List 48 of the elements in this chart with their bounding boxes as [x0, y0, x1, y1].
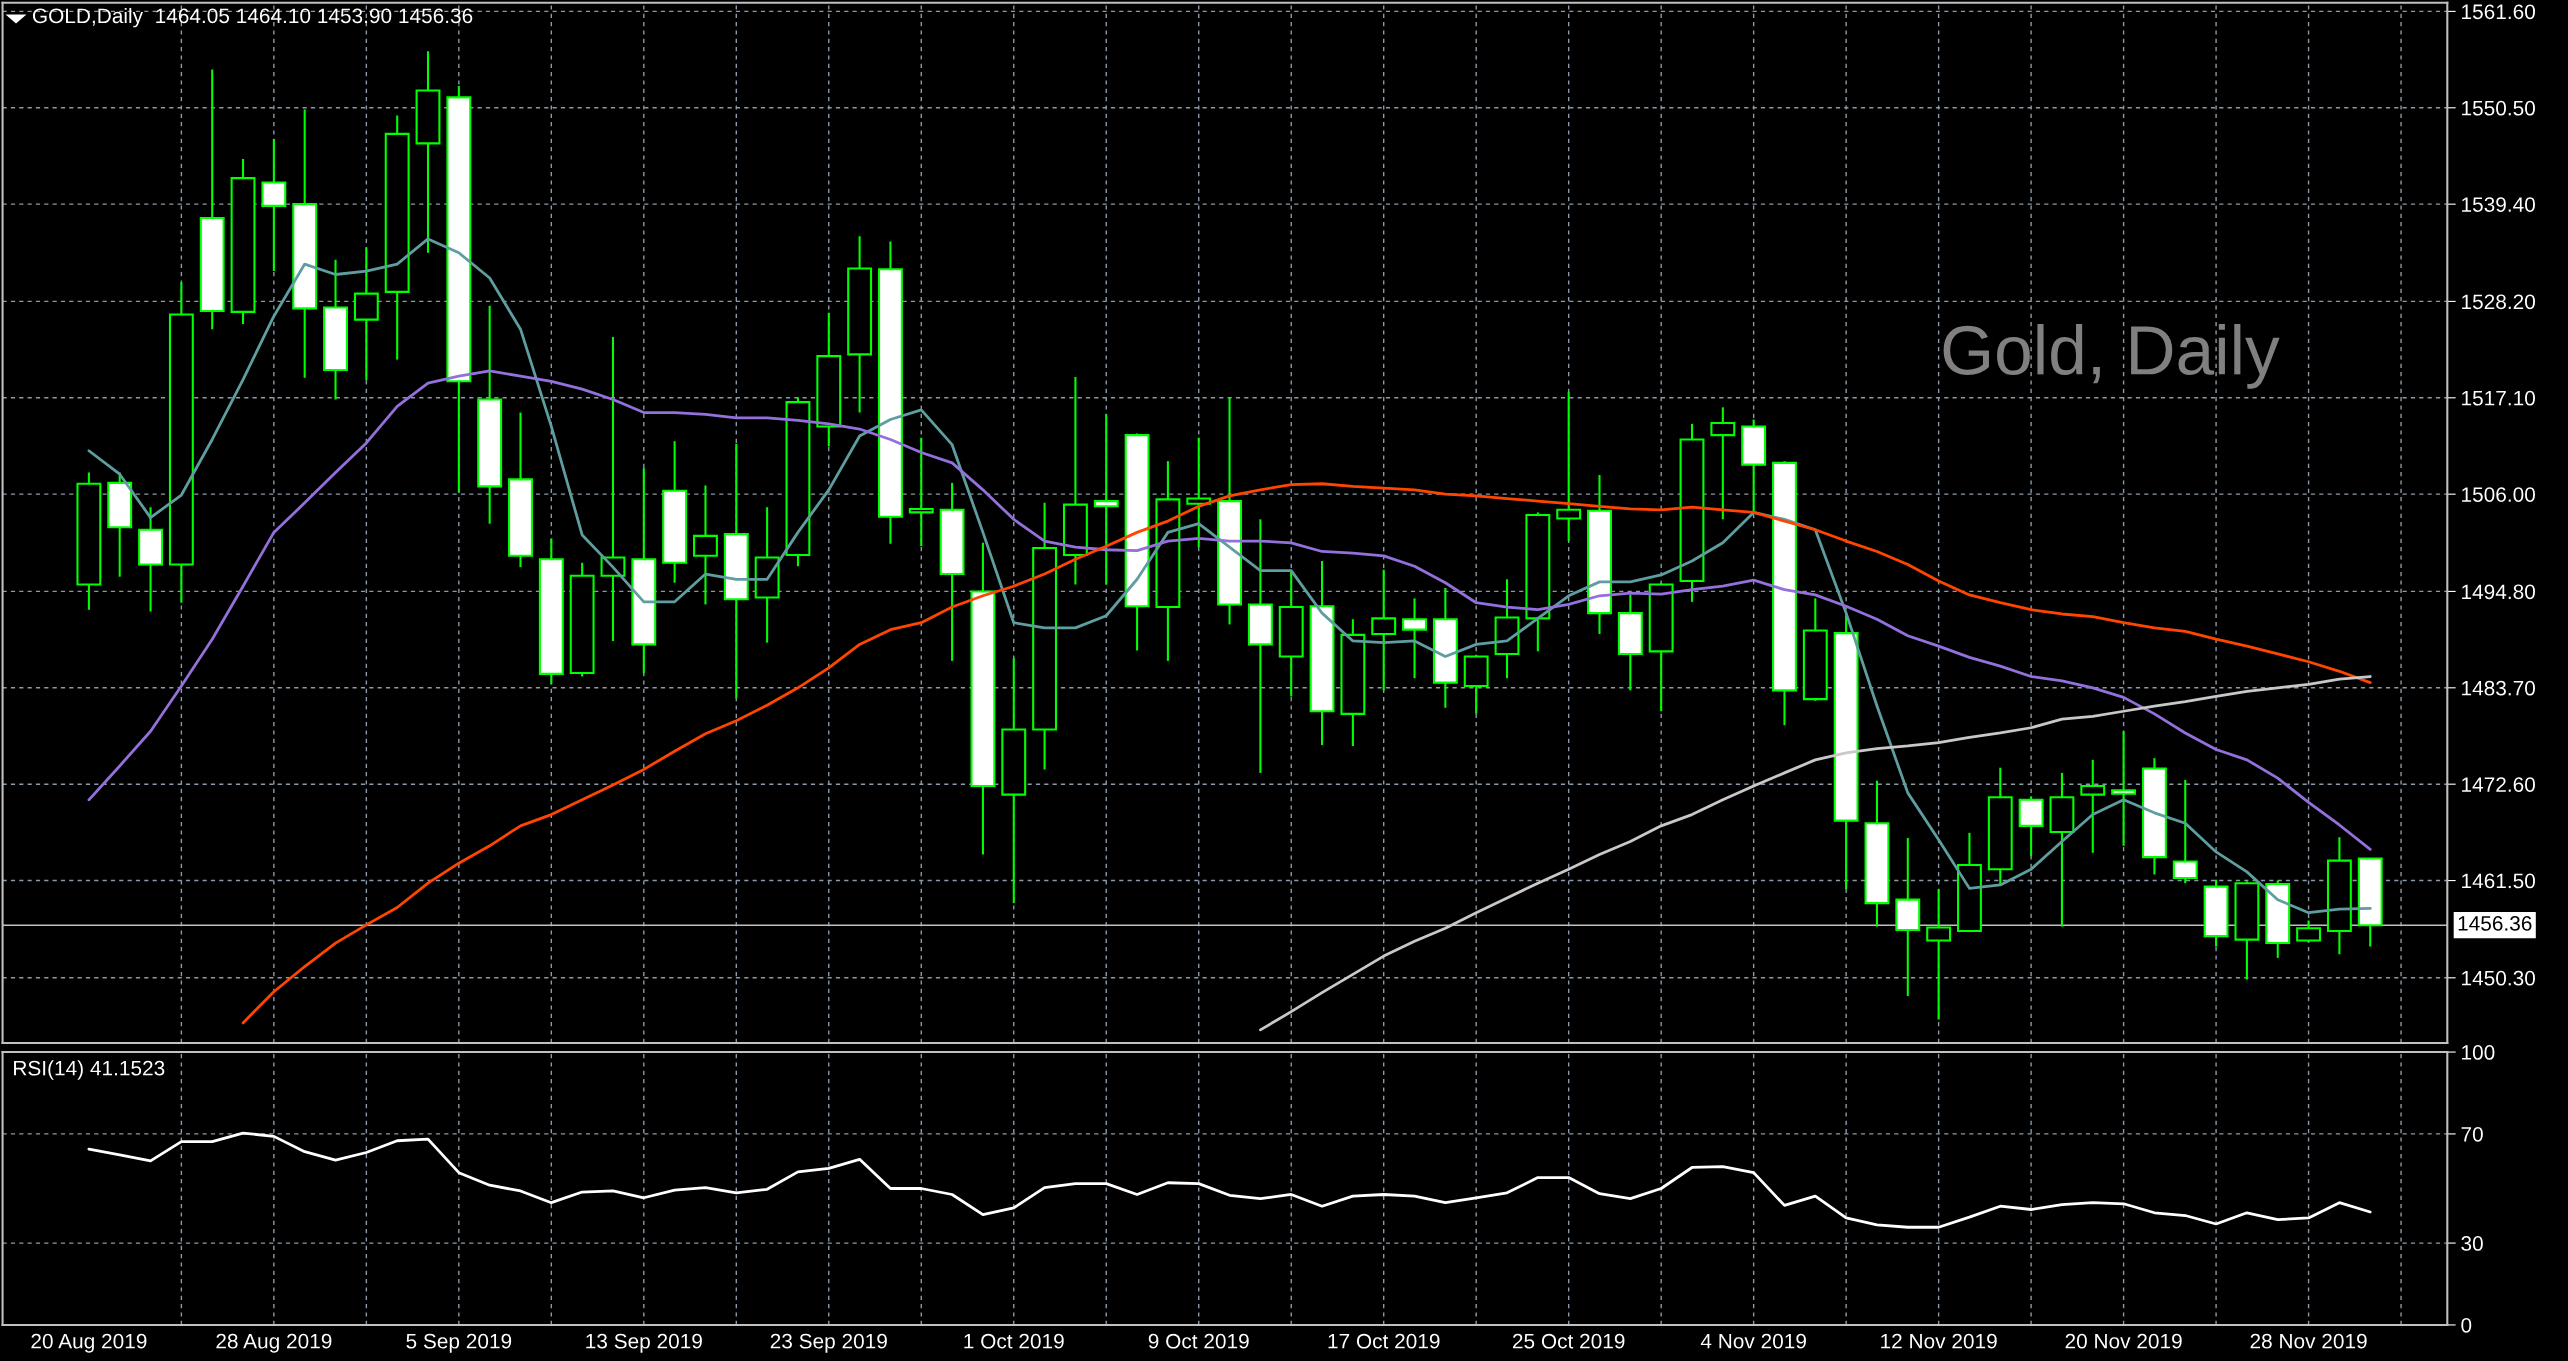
annotation: Gold, Daily	[1943, 324, 2280, 389]
y-tick-label: 1539.40	[2462, 197, 2535, 212]
x-tick-label: 1 Oct 2019	[964, 1333, 1064, 1349]
candlestick	[2172, 778, 2198, 885]
candlestick	[1710, 406, 1736, 521]
ref-line-label: 1456.36	[2458, 916, 2532, 931]
x-tick-label: 12 Nov 2019	[1881, 1333, 1997, 1349]
y-tick-label: 1561.60	[2462, 4, 2535, 20]
line-series	[87, 237, 2372, 915]
x-tick-label: 20 Aug 2019	[31, 1333, 147, 1353]
candlestick	[1402, 597, 1427, 680]
candlestick	[908, 436, 934, 548]
x-tick-label: 13 Sep 2019	[586, 1333, 702, 1353]
line-series	[241, 482, 2372, 1025]
candlestick	[1186, 436, 1212, 549]
chart-title: RSI(14) 41.1523	[14, 1060, 165, 1080]
y-tick-label: 1472.60	[2462, 777, 2535, 792]
y-tick-label: 0	[2461, 1317, 2472, 1333]
candlestick	[261, 138, 287, 273]
y-tick-label: 1528.20	[2462, 294, 2535, 310]
y-tick-label: 1517.10	[2462, 390, 2535, 406]
y-tick-label: 100	[2462, 1045, 2495, 1060]
line-series	[87, 1131, 2372, 1229]
x-tick-label: 28 Aug 2019	[216, 1333, 332, 1353]
x-tick-label: 4 Nov 2019	[1700, 1333, 1806, 1349]
y-tick-label: 70	[2461, 1126, 2483, 1142]
candlestick	[1371, 568, 1397, 692]
candlestick	[2080, 758, 2106, 854]
x-tick-label: 23 Sep 2019	[770, 1333, 887, 1353]
chart-title: GOLD,Daily 1464.05 1464.10 1453.90 1456.36	[32, 7, 473, 28]
x-tick-label: 20 Nov 2019	[2065, 1333, 2182, 1349]
x-tick-label: 25 Oct 2019	[1512, 1333, 1625, 1349]
y-tick-label: 1506.00	[2462, 487, 2535, 502]
x-tick-label: 5 Sep 2019	[406, 1333, 512, 1353]
y-tick-label: 1450.30	[2462, 970, 2535, 986]
candlestick	[1926, 888, 1952, 1021]
x-tick-label: 17 Oct 2019	[1328, 1333, 1440, 1349]
candlestick	[1093, 413, 1119, 586]
candlestick	[1556, 390, 1582, 543]
candlestick	[2111, 730, 2137, 847]
x-tick-label: 9 Oct 2019	[1148, 1333, 1249, 1349]
y-tick-label: 1550.50	[2462, 100, 2535, 116]
y-tick-label: 1494.80	[2462, 584, 2535, 600]
y-tick-label: 1461.50	[2462, 873, 2535, 889]
x-tick-label: 28 Nov 2019	[2250, 1333, 2367, 1349]
candlestick	[693, 484, 718, 606]
y-tick-label: 1483.70	[2462, 680, 2535, 696]
y-tick-label: 30	[2461, 1236, 2483, 1251]
